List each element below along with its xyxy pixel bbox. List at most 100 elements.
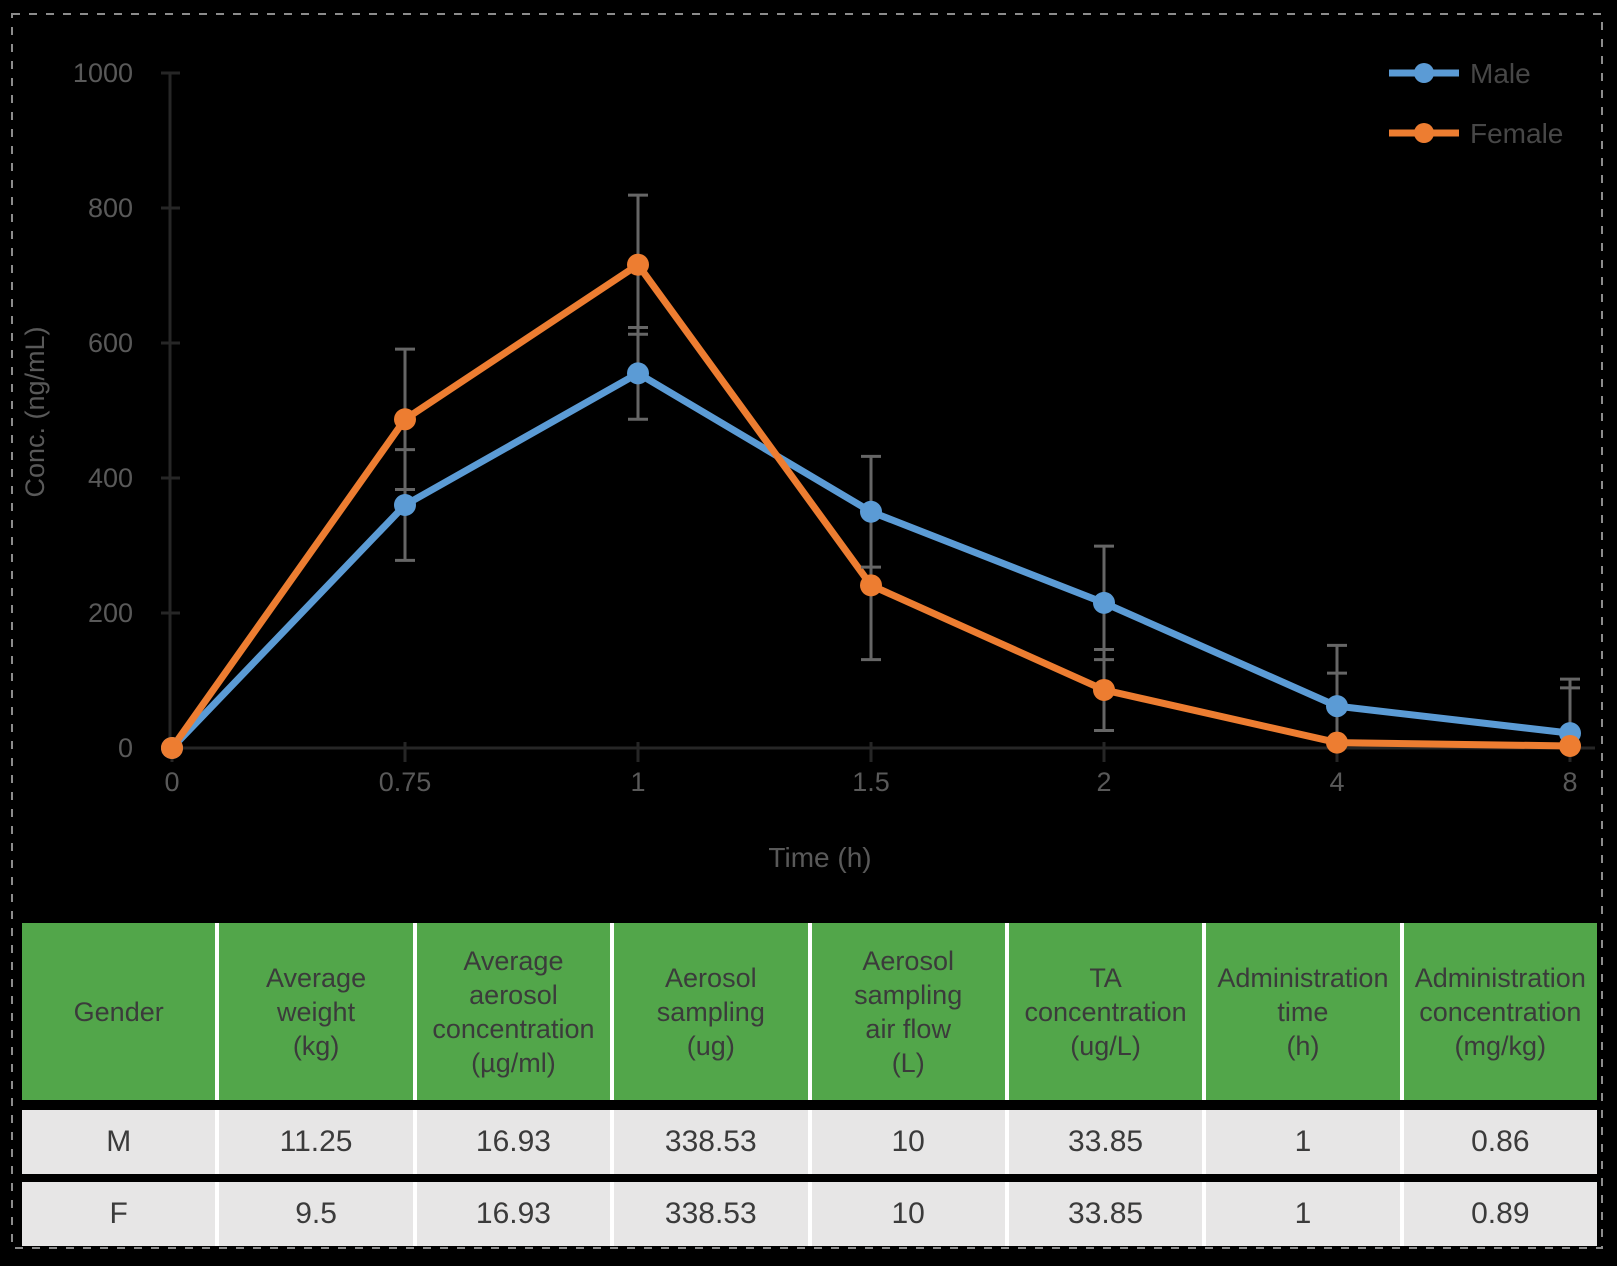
cell-value: 1 bbox=[1294, 1197, 1312, 1230]
x-tick-label: 1.5 bbox=[852, 767, 890, 797]
legend-marker-swatch bbox=[1414, 123, 1434, 143]
header-line: Average bbox=[266, 962, 367, 993]
header-line: (mg/kg) bbox=[1454, 1030, 1547, 1061]
header-line: time bbox=[1277, 996, 1329, 1027]
x-tick-label: 0 bbox=[164, 767, 179, 797]
male-point-1 bbox=[627, 362, 649, 385]
header-line: TA bbox=[1089, 962, 1122, 993]
header-cell: Average weight (kg) bbox=[219, 923, 417, 1100]
x-tick-label: 2 bbox=[1096, 767, 1111, 797]
concentration-line-chart: 0 200 400 600 800 1000 0 0.75 1 1.5 2 4 8 Male Female C… bbox=[20, 58, 1595, 873]
y-tick-label: 800 bbox=[88, 193, 133, 223]
header-line: Average bbox=[463, 945, 564, 976]
female-point-1.5 bbox=[860, 574, 882, 597]
x-tick-label: 0.75 bbox=[379, 767, 432, 797]
cell-value: 1 bbox=[1294, 1125, 1312, 1158]
header-line: aerosol bbox=[469, 979, 558, 1010]
data-cell: 338.53 bbox=[614, 1110, 812, 1174]
header-line: concentration bbox=[432, 1013, 595, 1044]
legend-label: Female bbox=[1470, 118, 1563, 149]
table-row: F 9.5 16.93 338.53 10 33.85 1 0.89 bbox=[22, 1182, 1597, 1246]
parameters-table: Gender Average weight (kg) Average aerosol con… bbox=[22, 923, 1597, 1254]
y-axis-title: Conc. (ng/mL) bbox=[20, 326, 50, 497]
header-cell: TA concentration (ug/L) bbox=[1008, 923, 1207, 1100]
female-point-8 bbox=[1559, 734, 1581, 757]
data-cell: 10 bbox=[811, 1110, 1009, 1174]
x-tick-label: 1 bbox=[630, 767, 645, 797]
cell-value: 16.93 bbox=[475, 1197, 551, 1230]
data-cell: M bbox=[22, 1110, 220, 1174]
header-line: (kg) bbox=[292, 1030, 340, 1061]
header-cell: Aerosol sampling air flow (L) bbox=[811, 923, 1009, 1100]
header-line: Aerosol bbox=[862, 945, 954, 976]
cell-value: 16.93 bbox=[475, 1125, 551, 1158]
header-line: Aerosol bbox=[665, 962, 757, 993]
x-tick-label: 4 bbox=[1329, 767, 1344, 797]
data-cell: 10 bbox=[811, 1182, 1009, 1246]
data-cell: 0.89 bbox=[1403, 1182, 1597, 1246]
cell-value: 9.5 bbox=[295, 1197, 337, 1230]
x-tick-label: 8 bbox=[1562, 767, 1577, 797]
cell-value: 0.86 bbox=[1471, 1125, 1530, 1158]
female-point-4 bbox=[1326, 731, 1348, 754]
y-tick-label: 0 bbox=[118, 733, 133, 763]
header-line: (L) bbox=[891, 1047, 925, 1078]
header-cell: Average aerosol concentration (µg/ml) bbox=[416, 923, 615, 1100]
data-cell: 338.53 bbox=[614, 1182, 812, 1246]
header-cell: Aerosol sampling (ug) bbox=[614, 923, 812, 1100]
cell-value: 0.89 bbox=[1471, 1197, 1530, 1230]
x-axis-title: Time (h) bbox=[768, 842, 871, 873]
cell-value: 10 bbox=[891, 1197, 925, 1230]
header-line: weight bbox=[277, 996, 356, 1027]
header-line: Gender bbox=[73, 996, 164, 1027]
cell-value: 10 bbox=[891, 1125, 925, 1158]
header-line: sampling bbox=[854, 979, 963, 1010]
header-cell: Gender bbox=[22, 923, 220, 1100]
cell-value: 338.53 bbox=[664, 1125, 757, 1158]
header-line: (h) bbox=[1286, 1030, 1320, 1061]
cell-value: 338.53 bbox=[664, 1197, 757, 1230]
header-cell: Administration time (h) bbox=[1206, 923, 1404, 1100]
legend-item-male: Male bbox=[1389, 58, 1531, 89]
male-point-4 bbox=[1326, 695, 1348, 718]
data-cell: 9.5 bbox=[219, 1182, 417, 1246]
cell-value: 33.85 bbox=[1068, 1197, 1144, 1230]
legend-item-female: Female bbox=[1389, 118, 1563, 149]
male-point-0.75 bbox=[394, 494, 416, 516]
header-line: sampling bbox=[656, 996, 765, 1027]
header-line: concentration bbox=[1419, 996, 1582, 1027]
y-tick-label: 200 bbox=[88, 598, 133, 628]
header-line: (µg/ml) bbox=[471, 1047, 556, 1078]
female-point-0 bbox=[161, 737, 183, 759]
male-error-bars bbox=[395, 325, 1580, 748]
header-line: air flow bbox=[865, 1013, 951, 1044]
y-tick-label: 400 bbox=[88, 463, 133, 493]
table-header-row: Gender Average weight (kg) Average aerosol con… bbox=[22, 923, 1597, 1100]
cell-value: F bbox=[109, 1197, 128, 1230]
data-cell: 0.86 bbox=[1403, 1110, 1597, 1174]
header-cell: Administration concentration (mg/kg) bbox=[1403, 923, 1597, 1100]
cell-value: M bbox=[106, 1125, 132, 1158]
legend-marker-swatch bbox=[1414, 63, 1434, 83]
header-line: (ug) bbox=[686, 1030, 735, 1061]
male-point-2 bbox=[1093, 591, 1115, 614]
cell-value: 33.85 bbox=[1068, 1125, 1144, 1158]
female-error-bars bbox=[395, 193, 1580, 748]
y-tick-label: 600 bbox=[88, 328, 133, 358]
male-point-1.5 bbox=[860, 500, 882, 523]
female-point-2 bbox=[1093, 678, 1115, 701]
data-cell: 11.25 bbox=[219, 1110, 417, 1174]
female-point-1 bbox=[627, 253, 649, 276]
y-tick-label: 1000 bbox=[73, 58, 133, 88]
header-line: concentration bbox=[1024, 996, 1187, 1027]
data-cell: 1 bbox=[1206, 1182, 1404, 1246]
data-cell: 1 bbox=[1206, 1110, 1404, 1174]
data-cell: F bbox=[22, 1182, 220, 1246]
table-row: M 11.25 16.93 338.53 10 33.85 1 0.86 bbox=[22, 1110, 1597, 1174]
data-cell: 33.85 bbox=[1008, 1182, 1207, 1246]
data-cell: 16.93 bbox=[416, 1182, 615, 1246]
cell-value: 11.25 bbox=[279, 1125, 353, 1158]
female-point-0.75 bbox=[394, 408, 416, 431]
data-cell: 16.93 bbox=[416, 1110, 615, 1174]
